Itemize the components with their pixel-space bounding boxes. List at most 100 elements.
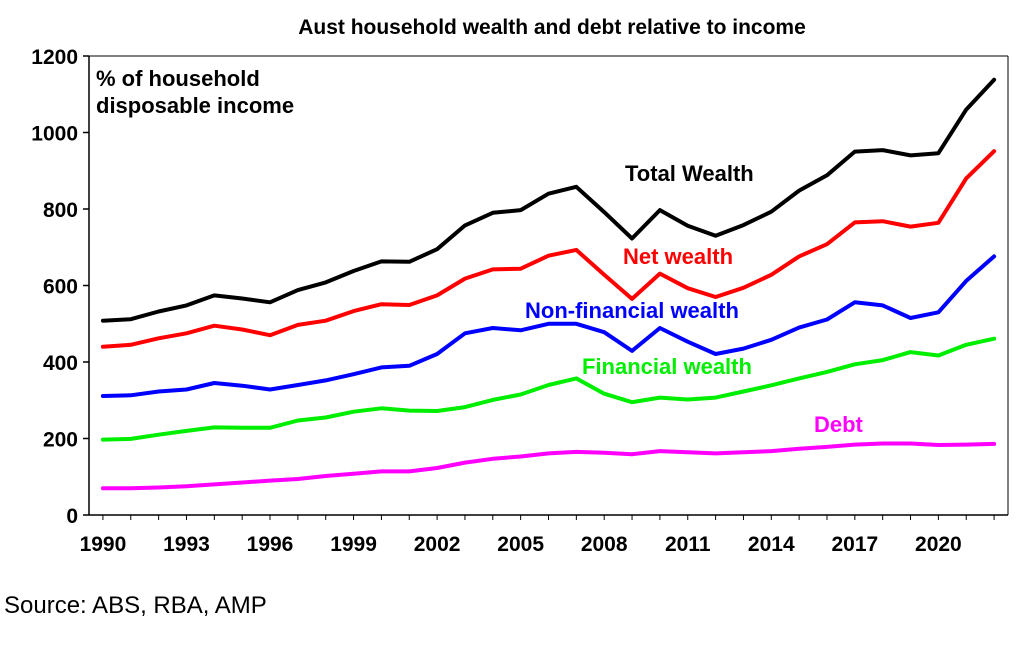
data-point-debt: [353, 473, 355, 475]
data-point-debt: [575, 451, 577, 453]
data-point-financial-wealth: [742, 391, 744, 392]
data-point-net-wealth: [213, 325, 215, 327]
data-point-financial-wealth: [130, 438, 132, 440]
data-point-non-financial-wealth: [464, 332, 466, 334]
series-line-non-financial-wealth: [100, 254, 997, 398]
data-point-net-wealth: [408, 304, 410, 306]
data-point-non-financial-wealth: [548, 323, 549, 325]
data-point-total-wealth: [297, 289, 299, 291]
data-point-financial-wealth: [520, 394, 522, 395]
data-point-non-financial-wealth: [213, 382, 215, 384]
data-point-net-wealth: [492, 268, 494, 270]
data-point-non-financial-wealth: [492, 327, 494, 329]
chart-title: Aust household wealth and debt relative …: [298, 16, 806, 39]
data-point-debt: [798, 448, 800, 450]
data-point-financial-wealth: [158, 434, 160, 436]
data-point-net-wealth: [241, 329, 243, 330]
data-point-debt: [826, 446, 828, 448]
x-tick-label: 2005: [497, 533, 544, 556]
x-tick-label: 1993: [163, 533, 210, 556]
data-point-debt: [158, 487, 160, 488]
data-point-total-wealth: [631, 238, 633, 239]
axis-note: % of household disposable income: [96, 66, 294, 118]
data-point-debt: [910, 443, 911, 444]
data-point-financial-wealth: [186, 430, 187, 432]
series-lines: [100, 77, 997, 491]
data-point-financial-wealth: [464, 406, 466, 408]
x-tick-group: 1990 1993 1996 1999 2002 2005 2008 2011 2014 2017…: [80, 515, 995, 556]
data-point-financial-wealth: [770, 384, 772, 386]
data-point-net-wealth: [937, 222, 939, 224]
data-point-non-financial-wealth: [965, 280, 967, 282]
data-point-total-wealth: [687, 225, 689, 227]
data-point-total-wealth: [158, 311, 160, 312]
data-point-net-wealth: [770, 274, 772, 276]
data-point-financial-wealth: [826, 371, 828, 373]
data-point-debt: [770, 450, 772, 452]
data-point-total-wealth: [436, 248, 438, 250]
x-tick-label: 2002: [414, 533, 461, 556]
data-point-net-wealth: [436, 294, 438, 296]
data-point-financial-wealth: [575, 377, 577, 379]
x-tick-label: 1990: [80, 533, 127, 556]
data-point-debt: [687, 451, 689, 453]
data-point-total-wealth: [464, 224, 466, 226]
data-point-net-wealth: [380, 303, 382, 305]
data-point-non-financial-wealth: [241, 385, 243, 387]
data-point-financial-wealth: [548, 384, 549, 386]
x-tick-label: 2008: [581, 533, 628, 556]
data-point-net-wealth: [325, 320, 327, 322]
data-point-financial-wealth: [659, 397, 661, 399]
x-tick-label: 2017: [831, 533, 878, 556]
data-point-net-wealth: [854, 221, 856, 223]
data-point-non-financial-wealth: [826, 319, 828, 320]
data-point-financial-wealth: [910, 351, 911, 353]
data-point-debt: [241, 482, 243, 483]
data-point-total-wealth: [770, 211, 772, 213]
data-point-debt: [408, 470, 410, 472]
data-point-net-wealth: [353, 310, 355, 312]
x-tick-label: 1996: [247, 533, 294, 556]
label-non-financial-wealth: Non-financial wealth: [525, 298, 739, 323]
x-tick-label: 2020: [915, 533, 962, 556]
data-point-financial-wealth: [408, 410, 410, 412]
data-point-financial-wealth: [631, 401, 633, 403]
data-point-net-wealth: [102, 346, 104, 348]
y-tick-group: 0 200 400 600 800 1000 1200: [31, 46, 89, 528]
data-point-debt: [269, 480, 271, 482]
data-point-total-wealth: [882, 149, 884, 151]
data-point-total-wealth: [659, 209, 661, 211]
data-point-non-financial-wealth: [520, 329, 522, 331]
data-point-non-financial-wealth: [659, 327, 661, 329]
data-point-non-financial-wealth: [882, 304, 884, 306]
data-point-financial-wealth: [353, 411, 355, 413]
data-point-net-wealth: [575, 249, 577, 251]
data-point-net-wealth: [993, 150, 995, 152]
data-point-non-financial-wealth: [742, 348, 744, 350]
data-point-net-wealth: [882, 220, 884, 222]
data-point-net-wealth: [631, 298, 633, 300]
data-point-financial-wealth: [380, 407, 382, 409]
data-point-net-wealth: [186, 332, 187, 334]
label-financial-wealth: Financial wealth: [582, 354, 752, 379]
data-point-total-wealth: [603, 211, 605, 213]
data-point-non-financial-wealth: [325, 379, 327, 381]
data-point-financial-wealth: [882, 359, 884, 361]
data-point-net-wealth: [798, 255, 800, 257]
data-point-total-wealth: [408, 261, 410, 263]
series-line-debt: [100, 441, 997, 491]
data-point-debt: [213, 483, 215, 485]
data-point-net-wealth: [826, 243, 828, 245]
data-point-net-wealth: [910, 226, 911, 228]
data-point-non-financial-wealth: [687, 341, 689, 343]
data-point-total-wealth: [910, 154, 911, 156]
data-point-total-wealth: [213, 294, 215, 296]
data-point-total-wealth: [353, 270, 355, 272]
data-point-net-wealth: [520, 268, 522, 270]
data-point-non-financial-wealth: [436, 353, 438, 355]
data-point-financial-wealth: [603, 393, 605, 395]
data-point-financial-wealth: [854, 363, 856, 365]
data-point-net-wealth: [297, 324, 299, 326]
data-point-net-wealth: [659, 273, 661, 275]
y-tick-label: 800: [43, 199, 78, 222]
